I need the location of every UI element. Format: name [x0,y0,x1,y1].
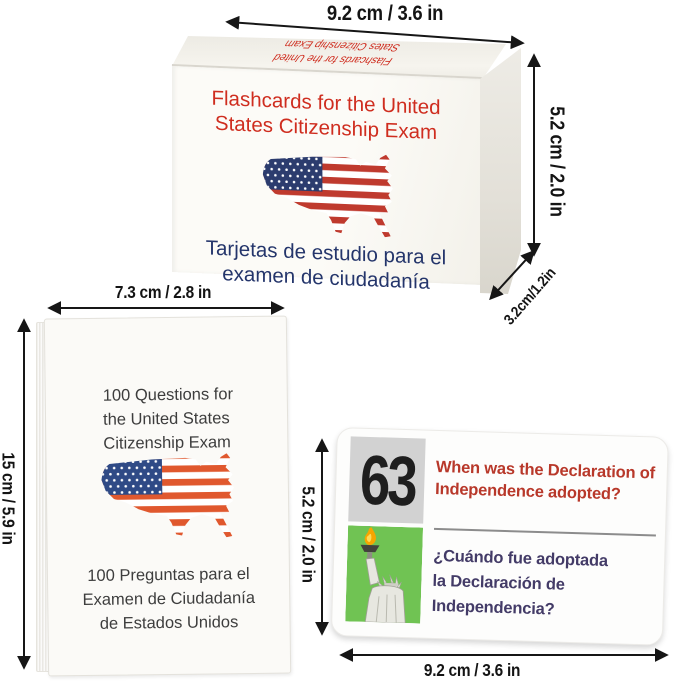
flashcard: 63 When was the Declaration of Independe… [330,427,669,646]
box-height-arrow [527,53,541,257]
booklet-cover: 100 Questions for the United States Citi… [43,315,292,677]
box-height-label: 5.2 cm / 2.0 in [545,106,568,217]
card-question-english: When was the Declaration of Independence… [434,457,656,504]
card-number: 63 [358,440,416,520]
box-depth-arrow [489,249,535,301]
us-flag-map-icon [262,149,393,238]
card-number-panel: 63 [348,436,426,524]
box-front-face: Flashcards for the United States Citizen… [172,66,481,294]
booklet-title-spanish: 100 Preguntas para el Examen de Ciudadan… [82,565,256,633]
card-width-label: 9.2 cm / 3.6 in [423,660,521,680]
us-flag-map-icon [101,453,235,539]
booklet-height-arrow [17,318,31,670]
booklet-title-english: 100 Questions for the United States Citi… [102,385,234,453]
box-width-arrow [225,15,525,50]
booklet-height-label: 15 cm / 5.9 in [0,452,19,545]
card-image-panel [345,525,424,624]
card-height-label: 5.2 cm / 2.0 in [298,486,319,583]
booklet-width-arrow [47,301,285,315]
card-height-arrow [315,438,329,636]
box-title-english: Flashcards for the United States Citizen… [211,86,441,144]
statue-of-liberty-icon [345,525,424,624]
booklet-width-label: 7.3 cm / 2.8 in [114,282,212,302]
card-width-arrow [339,648,669,662]
card-question-spanish: ¿Cuándo fue adoptada la Declaración de I… [431,546,609,619]
card-divider-line [433,527,656,537]
